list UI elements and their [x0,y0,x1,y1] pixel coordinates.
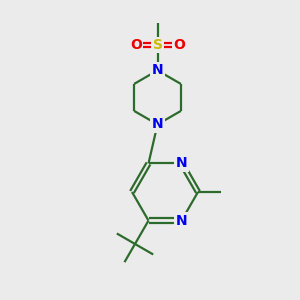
Text: N: N [176,156,187,170]
Text: N: N [176,214,187,228]
Text: S: S [152,38,163,52]
Text: O: O [173,38,185,52]
Text: O: O [130,38,142,52]
Text: N: N [152,117,163,131]
Text: N: N [152,63,163,77]
